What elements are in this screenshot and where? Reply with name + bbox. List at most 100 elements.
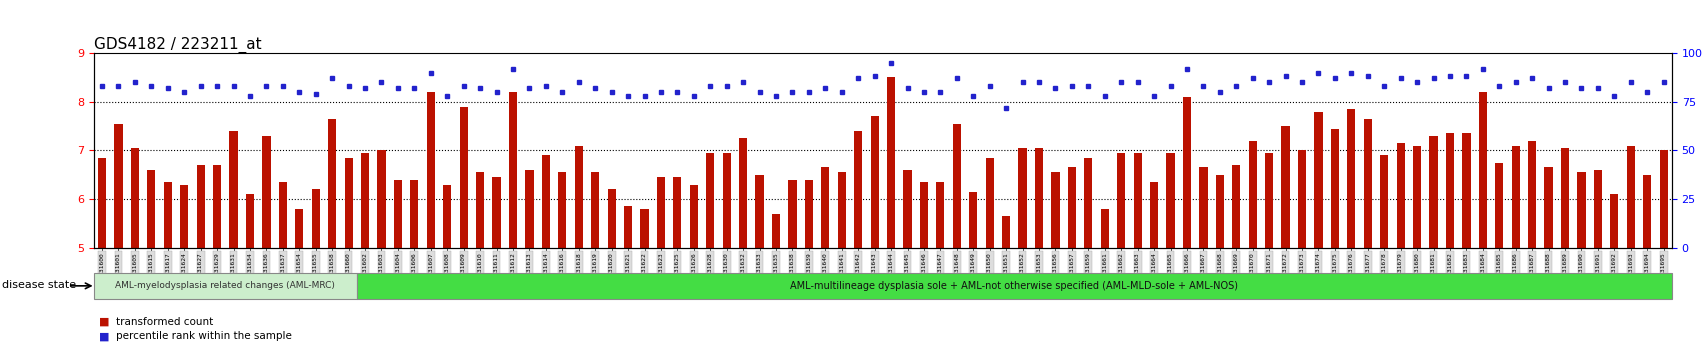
Bar	[476, 172, 484, 248]
Bar	[1347, 109, 1355, 248]
Bar	[607, 189, 616, 248]
Bar	[1132, 153, 1141, 248]
Bar	[590, 172, 598, 248]
Bar	[904, 170, 910, 248]
Bar	[1543, 167, 1552, 248]
Bar	[1248, 141, 1257, 248]
Bar	[295, 209, 303, 248]
Bar	[1216, 175, 1222, 248]
Bar	[1001, 216, 1009, 248]
Bar	[426, 92, 435, 248]
Bar	[1511, 145, 1519, 248]
Bar	[196, 165, 205, 248]
Bar	[837, 172, 846, 248]
Bar	[1330, 129, 1338, 248]
Bar	[1429, 136, 1437, 248]
Bar	[738, 138, 747, 248]
Bar	[788, 179, 796, 248]
Bar	[356, 273, 1671, 299]
Bar	[1461, 133, 1470, 248]
Bar	[1446, 133, 1453, 248]
Bar	[344, 158, 353, 248]
Bar	[951, 124, 960, 248]
Bar	[854, 131, 861, 248]
Bar	[689, 184, 697, 248]
Bar	[1494, 162, 1502, 248]
Bar	[820, 167, 829, 248]
Bar	[525, 170, 534, 248]
Bar	[985, 158, 994, 248]
Bar	[706, 153, 714, 248]
Bar	[542, 155, 549, 248]
Bar	[1592, 170, 1601, 248]
Text: percentile rank within the sample: percentile rank within the sample	[116, 331, 292, 341]
Bar	[1035, 148, 1042, 248]
Bar	[1199, 167, 1207, 248]
Bar	[97, 158, 106, 248]
Bar	[771, 214, 779, 248]
Bar	[1627, 145, 1633, 248]
Bar	[624, 206, 633, 248]
Bar	[443, 184, 452, 248]
Bar	[1265, 153, 1272, 248]
Bar	[1018, 148, 1026, 248]
Bar	[1610, 194, 1618, 248]
Text: ■: ■	[99, 317, 109, 327]
Bar	[1100, 209, 1108, 248]
Bar	[1478, 92, 1487, 248]
Bar	[1084, 158, 1091, 248]
Text: GDS4182 / 223211_at: GDS4182 / 223211_at	[94, 37, 261, 53]
Bar	[1396, 143, 1403, 248]
Bar	[639, 209, 648, 248]
Bar	[723, 153, 730, 248]
Bar	[1067, 167, 1076, 248]
Bar	[1117, 153, 1125, 248]
Bar	[1182, 97, 1190, 248]
Bar	[228, 131, 237, 248]
Bar	[508, 92, 517, 248]
Bar	[1166, 153, 1175, 248]
Bar	[1050, 172, 1059, 248]
Bar	[361, 153, 368, 248]
Bar	[656, 177, 665, 248]
Bar	[1379, 155, 1388, 248]
Bar	[919, 182, 928, 248]
Bar	[936, 182, 945, 248]
Bar	[755, 175, 764, 248]
Bar	[114, 124, 123, 248]
Bar	[887, 78, 895, 248]
Bar	[131, 148, 138, 248]
Bar	[493, 177, 500, 248]
Bar	[1528, 141, 1536, 248]
Bar	[1642, 175, 1650, 248]
Bar	[1231, 165, 1240, 248]
Bar	[213, 165, 222, 248]
Bar	[1149, 182, 1158, 248]
Bar	[164, 182, 172, 248]
Bar	[805, 179, 813, 248]
Bar	[1298, 150, 1306, 248]
Text: ■: ■	[99, 331, 109, 341]
Bar	[312, 189, 319, 248]
Bar	[1659, 150, 1667, 248]
Bar	[327, 119, 336, 248]
Bar	[278, 182, 286, 248]
Bar	[1362, 119, 1371, 248]
Bar	[181, 184, 188, 248]
Bar	[1313, 112, 1321, 248]
Bar	[575, 145, 583, 248]
Bar	[1577, 172, 1584, 248]
Text: AML-multilineage dysplasia sole + AML-not otherwise specified (AML-MLD-sole + AM: AML-multilineage dysplasia sole + AML-no…	[789, 281, 1238, 291]
Bar	[1412, 145, 1420, 248]
Bar	[94, 273, 356, 299]
Text: disease state: disease state	[2, 280, 75, 290]
Bar	[263, 136, 271, 248]
Bar	[673, 177, 680, 248]
Text: AML-myelodysplasia related changes (AML-MRC): AML-myelodysplasia related changes (AML-…	[116, 281, 336, 290]
Bar	[147, 170, 155, 248]
Bar	[1560, 148, 1569, 248]
Bar	[246, 194, 254, 248]
Bar	[968, 192, 977, 248]
Bar	[394, 179, 402, 248]
Bar	[377, 150, 385, 248]
